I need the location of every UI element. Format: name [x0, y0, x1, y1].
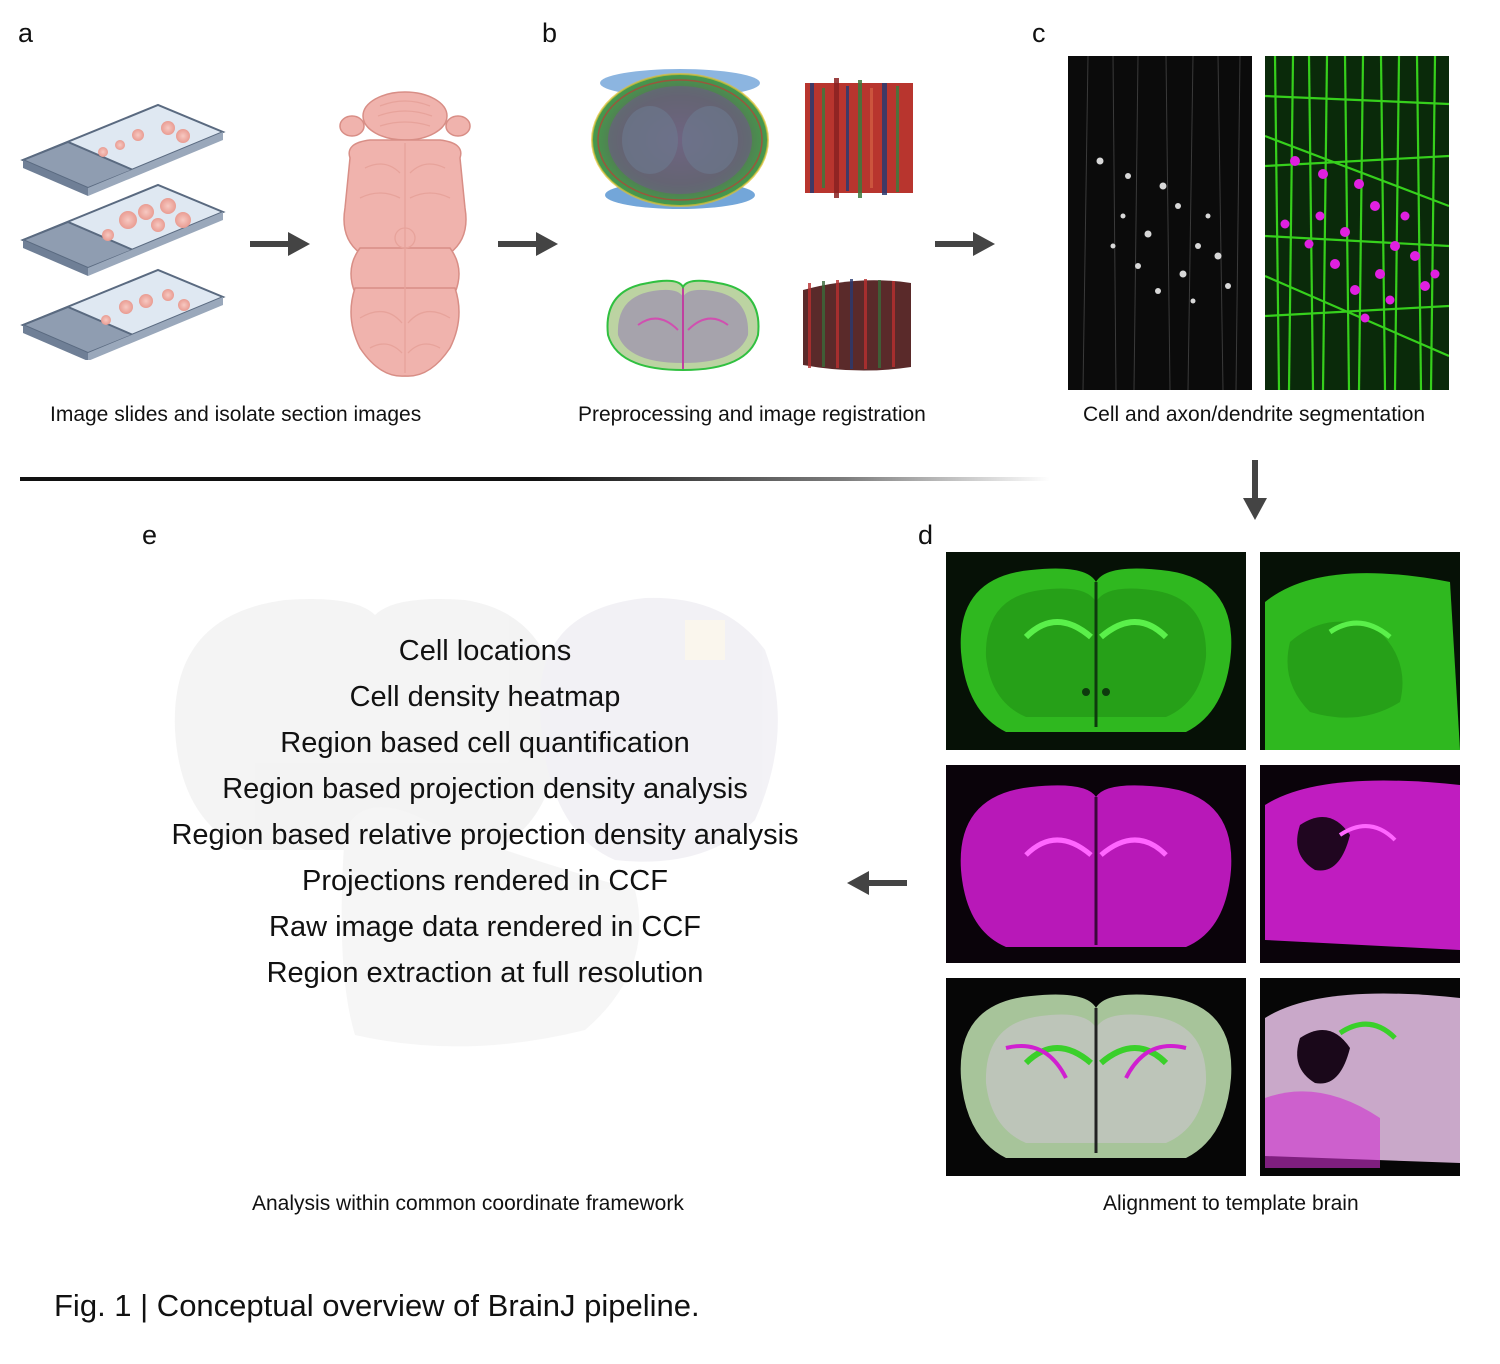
caption-e: Analysis within common coordinate framew… [252, 1192, 684, 1215]
arrow-right-icon [935, 232, 995, 256]
caption-c: Cell and axon/dendrite segmentation [1083, 403, 1426, 426]
registration-coronal-aligned [606, 279, 760, 372]
caption-b: Preprocessing and image registration [578, 403, 926, 426]
template-coronal-green [946, 552, 1246, 750]
pink-brain-illustration [339, 91, 471, 377]
registration-sagittal-unaligned [805, 78, 913, 198]
analysis-item: Projections rendered in CCF [302, 865, 668, 897]
panel-letter-e: e [142, 520, 158, 550]
analysis-item: Region based projection density analysis [222, 773, 748, 805]
overlay-coronal [946, 978, 1246, 1176]
figure-title: Fig. 1 | Conceptual overview of BrainJ p… [54, 1288, 700, 1323]
arrow-right-icon [498, 232, 558, 256]
slide-2 [20, 183, 226, 276]
analysis-item: Region based cell quantification [280, 727, 690, 759]
analysis-item: Region extraction at full resolution [266, 957, 704, 989]
panel-letter-c: c [1032, 18, 1046, 48]
segmented-cells-image [1265, 56, 1449, 390]
analysis-item: Raw image data rendered in CCF [269, 911, 701, 943]
slide-3 [20, 268, 226, 360]
analysis-item: Region based relative projection density… [171, 819, 799, 851]
overlay-sagittal [1260, 978, 1460, 1176]
sample-sagittal-magenta [1260, 765, 1460, 963]
arrow-right-icon [250, 232, 310, 256]
slides-illustration [20, 103, 226, 360]
section-divider [20, 477, 1050, 481]
registration-coronal-unaligned [591, 69, 769, 209]
analysis-list: Cell locations Cell density heatmap Regi… [140, 628, 830, 996]
sample-coronal-magenta [946, 765, 1246, 963]
slide-1 [20, 103, 226, 196]
registration-sagittal-aligned [803, 279, 911, 371]
raw-cells-image [1068, 56, 1252, 390]
analysis-item: Cell locations [398, 635, 572, 667]
analysis-item: Cell density heatmap [349, 681, 621, 713]
caption-a: Image slides and isolate section images [50, 403, 422, 426]
arrow-left-icon [847, 871, 907, 895]
panel-letter-d: d [918, 520, 934, 550]
ccf-brain-background [174, 597, 778, 1047]
arrow-down-icon [1243, 460, 1267, 520]
template-sagittal-green [1260, 552, 1460, 750]
panel-letter-b: b [542, 18, 558, 48]
panel-letter-a: a [18, 18, 34, 48]
caption-d: Alignment to template brain [1103, 1192, 1359, 1215]
